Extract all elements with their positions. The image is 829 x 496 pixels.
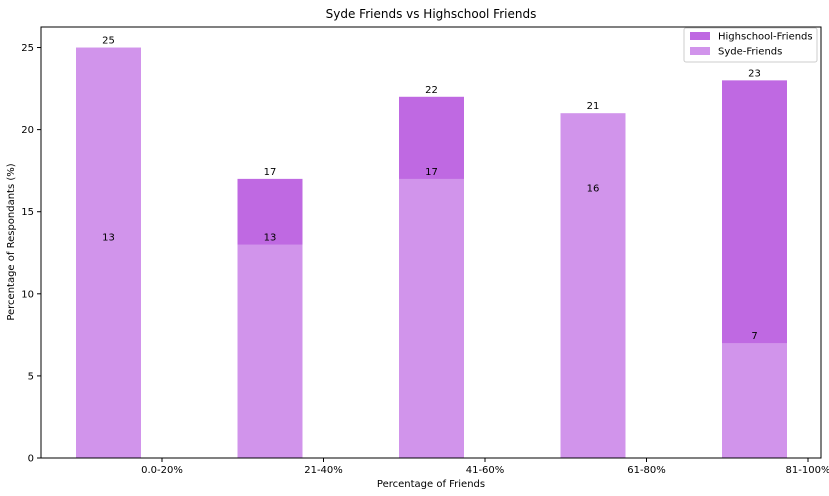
y-tick-label-4: 20 [21, 125, 34, 136]
y-axis-label: Percentage of Respondants (%) [6, 163, 17, 320]
data-label-syde-4: 7 [751, 331, 757, 342]
legend-swatch-syde [690, 47, 710, 55]
x-tick-label-3: 61-80% [627, 465, 666, 476]
legend-box [683, 27, 818, 63]
data-label-syde-0: 25 [102, 36, 115, 47]
legend: Highschool-Friends Syde-Friends [683, 27, 818, 63]
chart-title: Syde Friends vs Highschool Friends [326, 7, 537, 21]
data-label-syde-1: 13 [264, 233, 277, 244]
legend-label-syde: Syde-Friends [718, 47, 782, 58]
x-tick-label-1: 21-40% [304, 465, 343, 476]
data-label-highschool-0: 13 [102, 233, 115, 244]
data-label-highschool-4: 23 [748, 68, 761, 79]
y-tick-label-1: 5 [28, 371, 34, 382]
data-label-highschool-1: 17 [264, 167, 277, 178]
x-tick-label-4: 81-100% [786, 465, 829, 476]
x-axis-ticks: 0.0-20% 21-40% 41-60% 61-80% 81-100% [141, 458, 829, 476]
legend-swatch-highschool [690, 32, 710, 40]
bar-syde-0 [76, 47, 141, 459]
plot-frame [40, 26, 822, 459]
y-axis-ticks: 0 5 10 15 20 25 [21, 43, 41, 465]
bar-syde-1 [237, 244, 303, 458]
data-label-syde-3: 21 [587, 101, 600, 112]
y-tick-label-5: 25 [21, 43, 34, 54]
y-tick-label-2: 10 [21, 289, 34, 300]
x-tick-label-2: 41-60% [466, 465, 505, 476]
bar-syde-3 [560, 113, 626, 458]
bar-syde-2 [399, 178, 464, 458]
bar-syde-4 [722, 343, 787, 458]
data-label-syde-2: 17 [425, 167, 438, 178]
data-label-highschool-2: 22 [425, 85, 438, 96]
y-tick-label-3: 15 [21, 207, 34, 218]
data-label-highschool-3: 16 [587, 183, 600, 194]
legend-label-highschool: Highschool-Friends [718, 32, 813, 43]
data-labels-group: 13 25 17 13 22 17 16 21 23 7 [102, 36, 761, 343]
bars-group [76, 47, 787, 459]
x-axis-label: Percentage of Friends [377, 479, 485, 490]
x-tick-label-0: 0.0-20% [141, 465, 183, 476]
y-tick-label-0: 0 [28, 454, 34, 465]
